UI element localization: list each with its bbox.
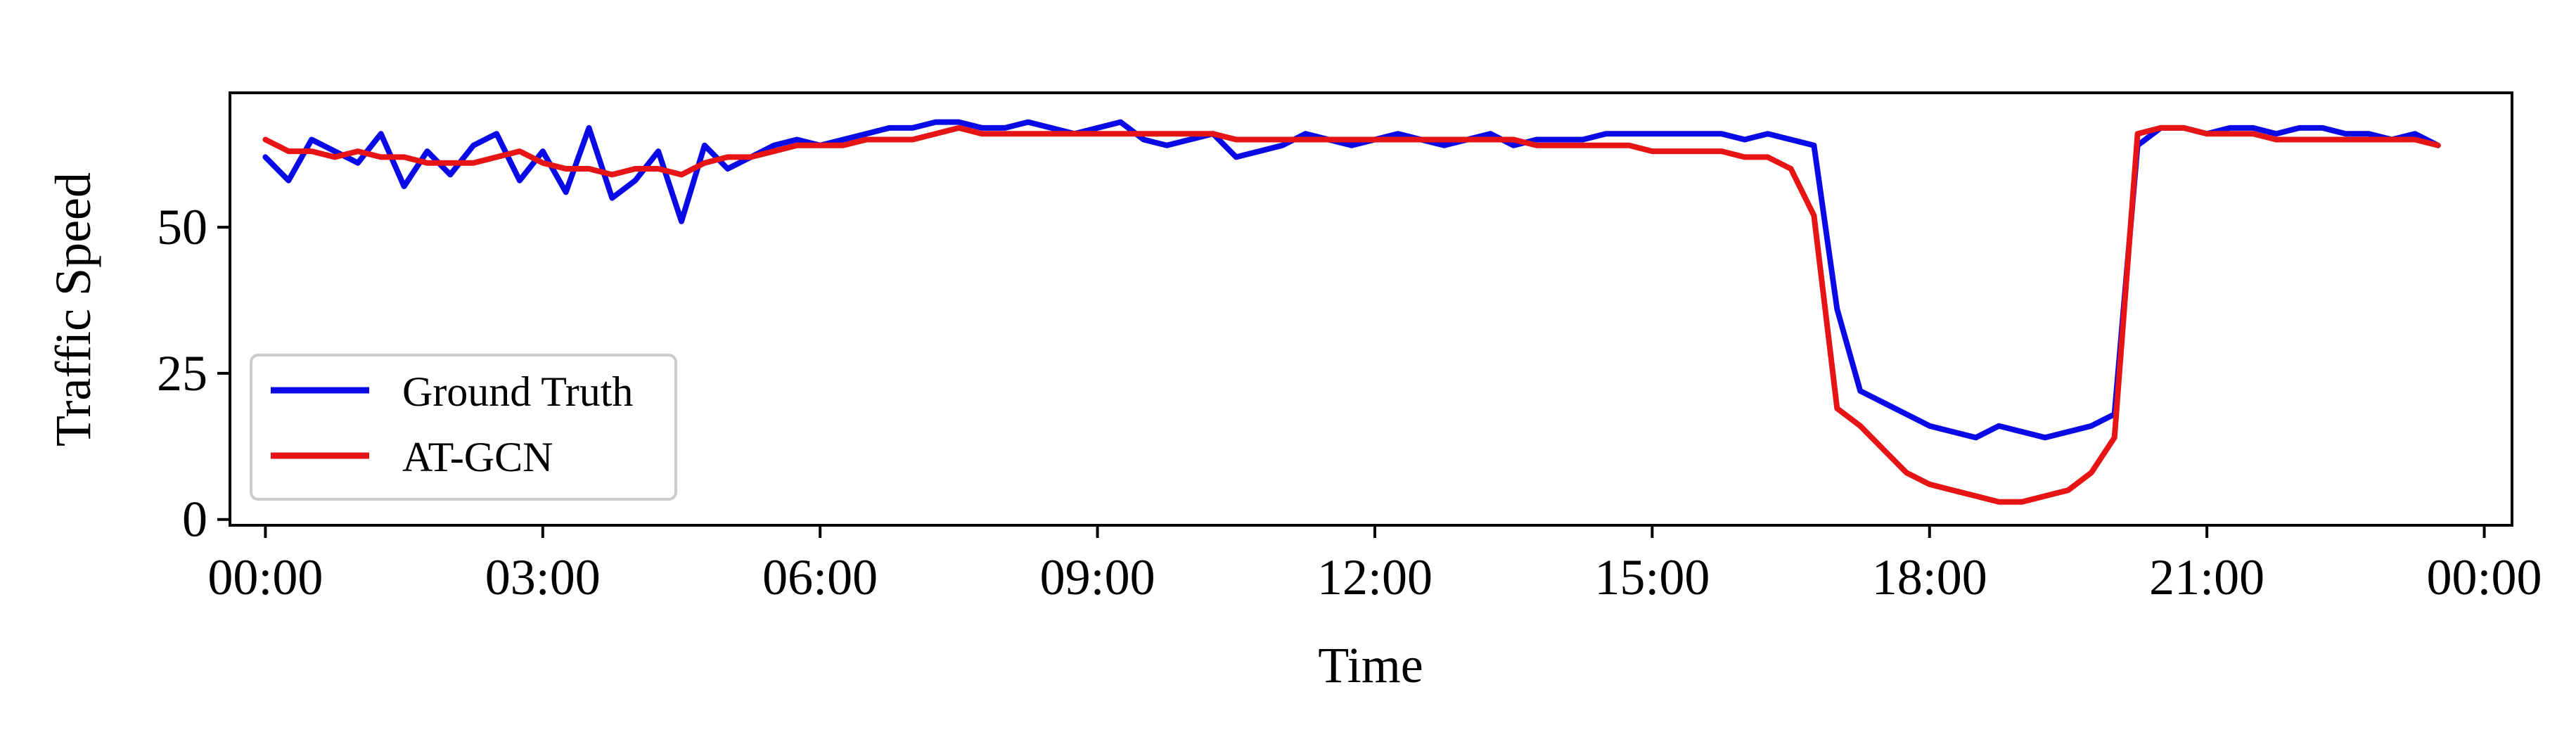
x-tick-label: 00:00	[207, 549, 323, 605]
x-tick-label: 21:00	[2149, 549, 2264, 605]
y-tick-label: 0	[182, 492, 207, 548]
x-tick-label: 06:00	[762, 549, 878, 605]
x-tick-label: 18:00	[1872, 549, 1987, 605]
series-line-ground-truth	[262, 119, 2441, 441]
y-axis-label: Traffic Speed	[45, 172, 101, 447]
x-tick-label: 12:00	[1317, 549, 1433, 605]
legend-label-at-gcn: AT-GCN	[402, 434, 553, 480]
x-tick-label: 09:00	[1040, 549, 1155, 605]
legend: Ground Truth AT-GCN	[250, 354, 677, 501]
plot-lines	[262, 119, 2441, 505]
y-tick-label: 50	[157, 199, 207, 255]
x-tick-label: 15:00	[1594, 549, 1710, 605]
x-axis: 00:00 03:00 06:00 09:00 12:00 15:00 18:00 21:00…	[207, 525, 2542, 605]
legend-label-ground-truth: Ground Truth	[402, 368, 633, 415]
x-tick-label: 03:00	[485, 549, 601, 605]
series-line-at-gcn	[262, 124, 2441, 505]
y-axis: 0 25 50	[157, 199, 230, 548]
y-tick-label: 25	[157, 345, 207, 402]
x-tick-label: 00:00	[2427, 549, 2542, 605]
x-axis-label: Time	[1318, 637, 1423, 693]
plot-frame	[229, 91, 2513, 527]
